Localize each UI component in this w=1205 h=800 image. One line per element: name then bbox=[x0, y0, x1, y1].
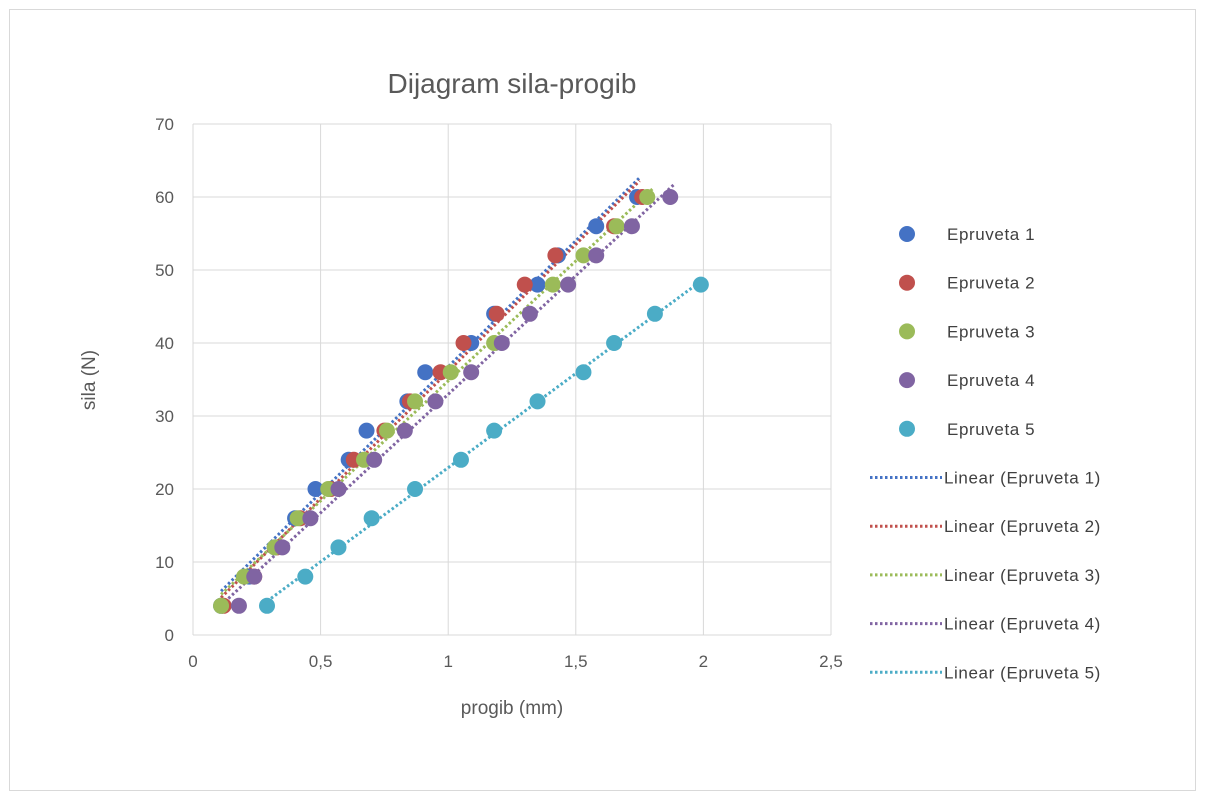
data-point-series-5 bbox=[529, 393, 546, 410]
data-point-series-1 bbox=[307, 481, 324, 497]
x-tick-label: 0,5 bbox=[309, 652, 333, 671]
data-point-series-4 bbox=[493, 335, 510, 351]
data-point-series-4 bbox=[623, 218, 640, 235]
y-tick-label: 60 bbox=[155, 188, 174, 207]
data-point-series-1 bbox=[358, 422, 375, 439]
x-tick-label: 0 bbox=[188, 652, 197, 671]
trendlines bbox=[220, 176, 705, 607]
data-point-series-5 bbox=[297, 568, 314, 585]
data-point-series-4 bbox=[230, 597, 247, 614]
data-point-series-2 bbox=[547, 247, 564, 264]
legend-label: Linear (Epruveta 5) bbox=[944, 663, 1101, 682]
data-point-series-3 bbox=[378, 422, 395, 439]
data-point-series-5 bbox=[486, 422, 503, 439]
data-point-series-5 bbox=[330, 539, 347, 556]
legend-label: Epruveta 5 bbox=[947, 420, 1035, 439]
data-point-series-5 bbox=[575, 364, 592, 381]
data-point-series-3 bbox=[442, 364, 459, 381]
legend-label: Linear (Epruveta 3) bbox=[944, 566, 1101, 585]
legend-marker-series-5 bbox=[899, 420, 915, 437]
legend-label: Epruveta 2 bbox=[947, 274, 1035, 293]
data-point-series-4 bbox=[396, 422, 413, 439]
data-point-series-3 bbox=[289, 510, 306, 527]
y-tick-label: 10 bbox=[155, 553, 174, 572]
legend-marker-series-2 bbox=[899, 274, 915, 291]
data-point-series-2 bbox=[455, 335, 472, 351]
data-point-series-3 bbox=[608, 218, 625, 235]
trendline-1 bbox=[220, 176, 641, 593]
data-point-series-5 bbox=[452, 451, 469, 468]
data-point-series-1 bbox=[417, 364, 434, 381]
data-point-series-4 bbox=[521, 305, 538, 322]
y-tick-label: 70 bbox=[155, 115, 174, 134]
legend-marker-series-4 bbox=[899, 372, 915, 389]
data-point-series-2 bbox=[488, 305, 505, 322]
chart-frame bbox=[9, 9, 1196, 791]
legend-label: Epruveta 3 bbox=[947, 322, 1035, 341]
data-point-series-3 bbox=[407, 393, 424, 410]
trendline-5 bbox=[266, 278, 705, 603]
grid bbox=[192, 123, 832, 636]
data-point-series-5 bbox=[606, 335, 623, 351]
data-point-series-1 bbox=[588, 218, 605, 235]
y-axis-label: sila (N) bbox=[79, 350, 100, 410]
y-tick-label: 0 bbox=[165, 626, 174, 645]
legend-label: Linear (Epruveta 1) bbox=[944, 469, 1101, 488]
x-tick-label: 1 bbox=[443, 652, 452, 671]
data-point-series-5 bbox=[407, 481, 424, 497]
x-axis-label: progib (mm) bbox=[461, 698, 563, 719]
legend-label: Epruveta 4 bbox=[947, 371, 1035, 390]
data-point-series-4 bbox=[463, 364, 480, 381]
y-tick-label: 30 bbox=[155, 407, 174, 426]
legend-marker-series-3 bbox=[899, 323, 915, 340]
legend: Epruveta 1 Epruveta 2 Epruveta 3 Epruveta 4… bbox=[870, 225, 1101, 682]
y-tick-label: 50 bbox=[155, 261, 174, 280]
legend-label: Epruveta 1 bbox=[947, 225, 1035, 244]
data-point-series-3 bbox=[575, 247, 592, 264]
chart-title: Dijagram sila-progib bbox=[388, 68, 637, 99]
data-point-series-1 bbox=[529, 276, 546, 293]
data-points bbox=[213, 189, 709, 614]
data-point-series-3 bbox=[544, 276, 561, 293]
data-point-series-4 bbox=[366, 451, 383, 468]
data-point-series-5 bbox=[363, 510, 380, 527]
data-point-series-4 bbox=[330, 481, 347, 497]
x-tick-label: 1,5 bbox=[564, 652, 588, 671]
y-tick-label: 40 bbox=[155, 334, 174, 353]
legend-label: Linear (Epruveta 4) bbox=[944, 615, 1101, 634]
data-point-series-4 bbox=[274, 539, 291, 556]
data-point-series-4 bbox=[662, 189, 679, 205]
legend-label: Linear (Epruveta 2) bbox=[944, 517, 1101, 536]
data-point-series-4 bbox=[302, 510, 319, 527]
trendline-2 bbox=[220, 179, 641, 599]
y-tick-label: 20 bbox=[155, 480, 174, 499]
data-point-series-2 bbox=[516, 276, 533, 293]
x-tick-label: 2,5 bbox=[819, 652, 843, 671]
data-point-series-5 bbox=[692, 276, 709, 293]
data-point-series-4 bbox=[246, 568, 263, 585]
data-point-series-4 bbox=[560, 276, 577, 293]
trendline-3 bbox=[220, 187, 654, 596]
tick-labels: 0 10 20 30 40 50 60 70 0 0,5 1 1,5 2 2,5 bbox=[155, 115, 843, 671]
data-point-series-4 bbox=[427, 393, 444, 410]
x-tick-label: 2 bbox=[699, 652, 708, 671]
data-point-series-5 bbox=[259, 597, 276, 614]
data-point-series-4 bbox=[588, 247, 605, 264]
data-point-series-3 bbox=[639, 189, 656, 205]
data-point-series-3 bbox=[213, 597, 230, 614]
legend-marker-series-1 bbox=[899, 226, 915, 242]
data-point-series-5 bbox=[646, 305, 663, 322]
